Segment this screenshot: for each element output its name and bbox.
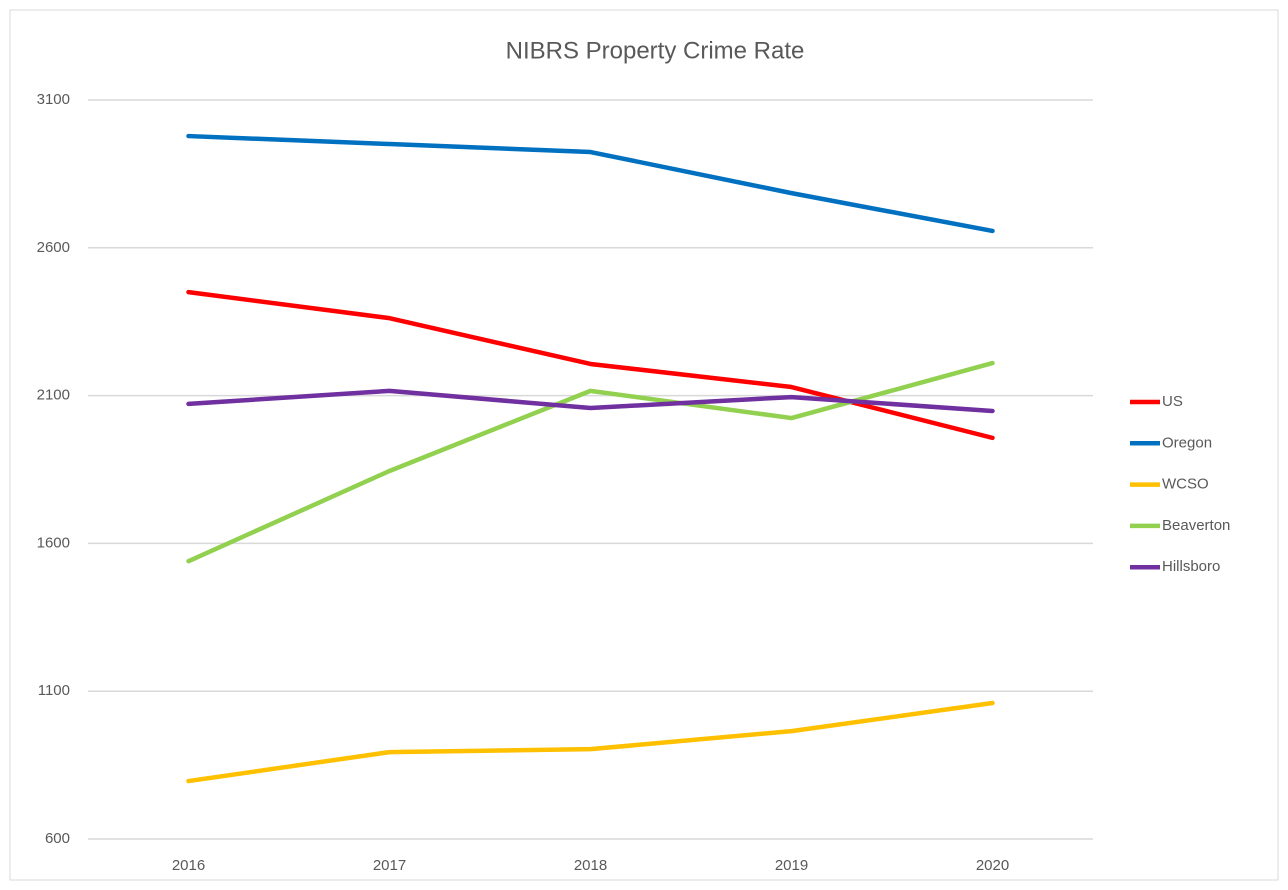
line-series (186, 388, 995, 414)
x-tick-label: 2020 (976, 857, 1009, 874)
x-tick-label: 2016 (172, 857, 205, 874)
x-tick-label: 2019 (775, 857, 808, 874)
y-tick-label: 1600 (37, 534, 70, 551)
y-tick-label: 3100 (37, 91, 70, 108)
y-tick-label: 600 (45, 830, 70, 847)
y-tick-label: 2600 (37, 239, 70, 256)
legend-label: Oregon (1162, 434, 1212, 451)
legend-label: US (1162, 393, 1183, 410)
line-series (186, 289, 995, 441)
legend-label: Hillsboro (1162, 558, 1220, 575)
x-tick-label: 2017 (373, 857, 406, 874)
y-tick-label: 1100 (38, 682, 70, 699)
line-series (186, 700, 995, 784)
y-tick-label: 2100 (37, 387, 70, 404)
line-series (186, 133, 995, 234)
chart-border (9, 9, 1279, 881)
x-tick-label: 2018 (574, 857, 607, 874)
legend-label: WCSO (1162, 476, 1209, 493)
chart-title: NIBRS Property Crime Rate (506, 37, 805, 64)
legend-label: Beaverton (1162, 517, 1230, 534)
